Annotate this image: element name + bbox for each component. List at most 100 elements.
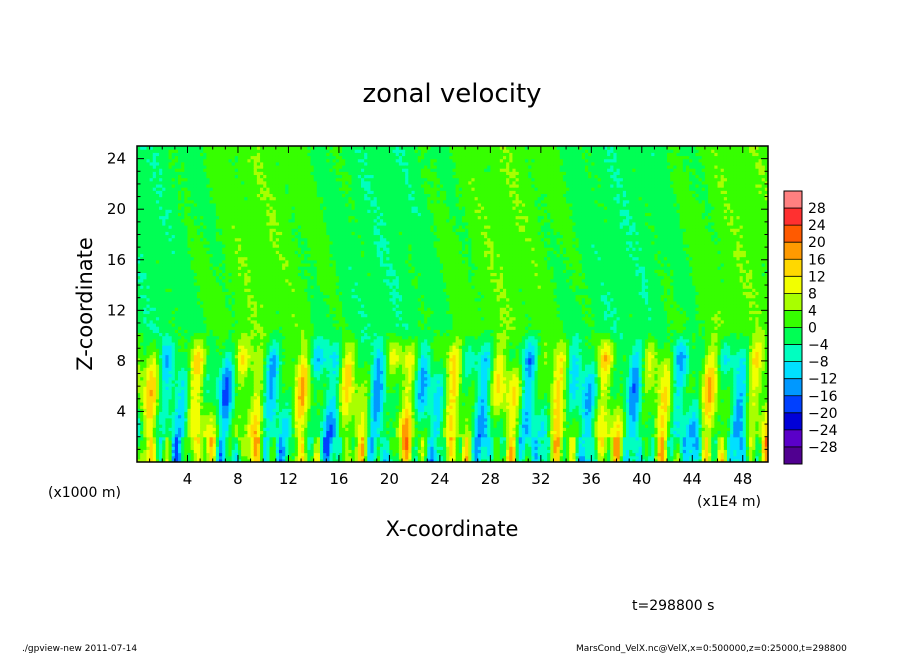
heatmap-cell bbox=[162, 433, 166, 438]
heatmap-cell bbox=[278, 379, 283, 384]
heatmap-cell bbox=[282, 341, 286, 346]
heatmap-cell bbox=[269, 266, 274, 270]
heatmap-cell bbox=[250, 449, 255, 454]
heatmap-cell bbox=[187, 269, 192, 273]
heatmap-cell bbox=[250, 424, 255, 428]
heatmap-cell bbox=[152, 231, 157, 236]
heatmap-cell bbox=[237, 313, 242, 318]
heatmap-cell bbox=[143, 338, 148, 343]
heatmap-cell bbox=[231, 288, 236, 292]
heatmap-cell bbox=[174, 405, 179, 409]
heatmap-cell bbox=[222, 174, 226, 179]
heatmap-cell bbox=[285, 379, 290, 384]
heatmap-cell bbox=[152, 297, 157, 302]
heatmap-cell bbox=[193, 285, 198, 289]
heatmap-cell bbox=[143, 322, 148, 327]
heatmap-cell bbox=[237, 168, 242, 172]
heatmap-cell bbox=[225, 458, 230, 462]
heatmap-cell bbox=[269, 458, 274, 462]
heatmap-cell bbox=[244, 250, 249, 255]
heatmap-cell bbox=[260, 294, 264, 299]
heatmap-cell bbox=[247, 354, 252, 359]
heatmap-cell bbox=[165, 424, 170, 428]
heatmap-cell bbox=[241, 266, 245, 270]
heatmap-cell bbox=[215, 256, 220, 261]
heatmap-cell bbox=[275, 370, 280, 375]
heatmap-cell bbox=[250, 259, 255, 264]
heatmap-cell bbox=[171, 262, 176, 267]
heatmap-cell bbox=[212, 228, 217, 232]
heatmap-cell bbox=[266, 395, 271, 400]
heatmap-cell bbox=[272, 199, 277, 204]
heatmap-cell bbox=[263, 228, 267, 232]
heatmap-cell bbox=[288, 281, 293, 286]
heatmap-cell bbox=[203, 149, 208, 153]
heatmap-cell bbox=[187, 354, 192, 359]
heatmap-cell bbox=[263, 278, 267, 283]
heatmap-cell bbox=[244, 398, 249, 403]
heatmap-cell bbox=[181, 152, 185, 157]
heatmap-cell bbox=[215, 332, 220, 337]
heatmap-cell bbox=[168, 341, 173, 346]
heatmap-cell bbox=[165, 243, 170, 248]
heatmap-cell bbox=[171, 174, 176, 179]
heatmap-cell bbox=[184, 164, 189, 169]
heatmap-cell bbox=[219, 291, 223, 296]
heatmap-cell bbox=[193, 354, 198, 359]
heatmap-cell bbox=[137, 278, 141, 283]
heatmap-cell bbox=[244, 259, 249, 264]
heatmap-cell bbox=[187, 294, 192, 299]
heatmap-cell bbox=[275, 158, 280, 163]
heatmap-cell bbox=[184, 383, 189, 387]
heatmap-cell bbox=[212, 209, 217, 213]
heatmap-cell bbox=[149, 193, 154, 198]
heatmap-cell bbox=[174, 234, 179, 239]
plot-area bbox=[137, 146, 768, 462]
heatmap-cell bbox=[222, 247, 226, 251]
heatmap-cell bbox=[256, 341, 261, 346]
heatmap-cell bbox=[143, 272, 148, 277]
heatmap-cell bbox=[149, 180, 154, 185]
heatmap-cell bbox=[187, 329, 192, 334]
heatmap-cell bbox=[193, 155, 198, 160]
heatmap-cell bbox=[237, 202, 242, 207]
heatmap-cell bbox=[187, 427, 192, 431]
heatmap-cell bbox=[225, 300, 230, 305]
heatmap-cell bbox=[275, 240, 280, 245]
heatmap-cell bbox=[282, 259, 286, 264]
heatmap-cell bbox=[228, 180, 233, 185]
heatmap-cell bbox=[149, 427, 154, 431]
heatmap-cell bbox=[272, 149, 277, 153]
heatmap-cell bbox=[278, 433, 283, 438]
heatmap-cell bbox=[137, 316, 141, 321]
heatmap-cell bbox=[253, 278, 258, 283]
heatmap-cell bbox=[225, 174, 230, 179]
heatmap-cell bbox=[291, 288, 296, 292]
heatmap-cell bbox=[162, 225, 166, 229]
heatmap-cell bbox=[181, 294, 185, 299]
heatmap-cell bbox=[184, 288, 189, 292]
heatmap-cell bbox=[241, 161, 245, 166]
heatmap-cell bbox=[174, 401, 179, 406]
heatmap-cell bbox=[285, 285, 290, 289]
heatmap-cell bbox=[140, 430, 144, 435]
heatmap-cell bbox=[269, 243, 274, 248]
heatmap-cell bbox=[140, 439, 144, 444]
heatmap-cell bbox=[291, 193, 296, 198]
heatmap-cell bbox=[193, 443, 198, 447]
heatmap-cell bbox=[241, 193, 245, 198]
heatmap-cell bbox=[247, 202, 252, 207]
heatmap-cell bbox=[263, 405, 267, 409]
heatmap-cell bbox=[278, 149, 283, 153]
heatmap-cell bbox=[225, 329, 230, 334]
heatmap-cell bbox=[159, 215, 163, 220]
heatmap-cell bbox=[237, 240, 242, 245]
heatmap-cell bbox=[234, 177, 239, 182]
heatmap-cell bbox=[228, 288, 233, 292]
heatmap-cell bbox=[250, 164, 255, 169]
heatmap-cell bbox=[228, 373, 233, 378]
heatmap-cell bbox=[278, 332, 283, 337]
heatmap-cell bbox=[137, 351, 141, 356]
heatmap-cell bbox=[162, 417, 166, 422]
heatmap-cell bbox=[203, 253, 208, 258]
